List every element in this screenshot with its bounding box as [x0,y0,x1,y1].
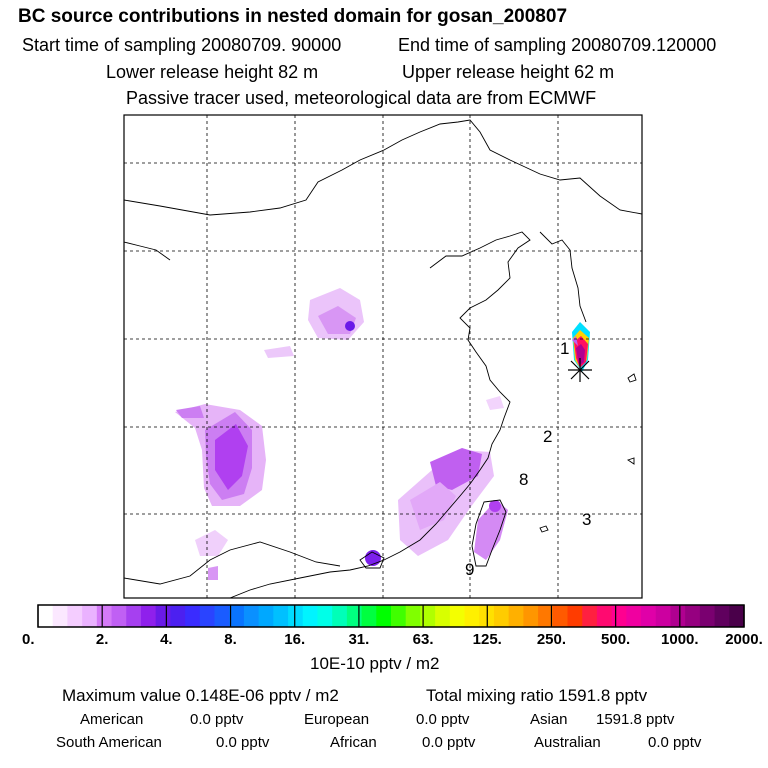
european-label: European [304,711,370,728]
colorbar-cell [52,605,69,627]
colorbar-cell [185,605,201,627]
colorbar-cell [126,605,142,627]
colorbar-cell [449,605,466,627]
colorbar-ticks [37,605,745,627]
colorbar-cell [346,605,363,627]
colorbar-tick-label: 2. [95,631,109,648]
colorbar-cell [523,605,539,627]
colorbar-cell [243,605,260,627]
colorbar-tick-label: 1000. [661,631,699,648]
plot-title: BC source contributions in nested domain… [18,6,568,27]
marker-1: 1 [560,339,569,358]
colorbar-cell [464,605,480,627]
marker-2: 2 [543,427,552,446]
colorbar-cell [670,605,686,627]
colorbar-cell [655,605,672,627]
max-value-label: Maximum value 0.148E-06 pptv / m2 [62,686,339,705]
marker-9: 9 [465,560,474,579]
colorbar-cell [538,605,554,627]
australian-value: 0.0 pptv [648,734,702,751]
colorbar-cell [435,605,451,627]
asian-value: 1591.8 pptv [596,711,675,728]
colorbar-cell [38,605,54,627]
tracer-note: Passive tracer used, meteorological data… [126,88,597,108]
colorbar-tick-label: 63. [412,631,434,648]
colorbar-cell [552,605,569,627]
start-time-label: Start time of sampling 20080709. 90000 [22,35,342,55]
colorbar-cell [714,605,730,627]
colorbar-tick-label: 125. [472,631,502,648]
european-value: 0.0 pptv [416,711,470,728]
colorbar-cell [611,605,627,627]
colorbar-cell [111,605,127,627]
marker-8: 8 [519,470,528,489]
colorbar-cell [508,605,524,627]
colorbar-cell [273,605,289,627]
african-label: African [330,734,377,751]
australian-label: Australian [534,734,601,751]
colorbar-cell [140,605,157,627]
colorbar-tick-label: 31. [348,631,370,648]
colorbar-cell [685,605,701,627]
colorbar-tick-label: 8. [224,631,237,648]
colorbar-tick-label: 16. [284,631,306,648]
american-value: 0.0 pptv [190,711,244,728]
colorbar-cell [641,605,657,627]
colorbar-cell [361,605,377,627]
colorbar-tick-label: 500. [601,631,631,648]
south-american-value: 0.0 pptv [216,734,270,751]
colorbar-cell [582,605,598,627]
colorbar-cell [317,605,333,627]
colorbar-cell [302,605,319,627]
colorbar-cell [391,605,407,627]
colorbar-cell [229,605,245,627]
asian-label: Asian [530,711,568,728]
colorbar-cell [288,605,304,627]
coastlines [124,119,642,598]
colorbar-units: 10E-10 pptv / m2 [310,654,440,673]
colorbar-cell [199,605,216,627]
african-value: 0.0 pptv [422,734,476,751]
colorbar [37,604,745,628]
colorbar-cell [82,605,98,627]
upper-release-label: Upper release height 62 m [402,62,615,82]
american-label: American [80,711,144,728]
colorbar-cell [332,605,348,627]
lower-release-label: Lower release height 82 m [106,62,319,82]
colorbar-cell [699,605,716,627]
colorbar-cell [405,605,422,627]
colorbar-tick-label: 4. [160,631,173,648]
map-panel: 1 2 8 3 9 [123,114,643,599]
colorbar-cell [67,605,83,627]
colorbar-cell [596,605,613,627]
lat-lon-grid [124,115,642,598]
colorbar-cell [493,605,510,627]
colorbar-cells [38,605,745,627]
colorbar-cell [170,605,186,627]
colorbar-cell [155,605,171,627]
south-american-label: South American [56,734,162,751]
colorbar-tick-label: 0. [22,631,35,648]
colorbar-cell [258,605,274,627]
colorbar-cell [214,605,230,627]
colorbar-cell [96,605,113,627]
colorbar-tick-label: 250. [536,631,567,648]
colorbar-cell [420,605,436,627]
colorbar-cell [376,605,392,627]
receptor-star-icon [568,358,592,382]
end-time-label: End time of sampling 20080709.120000 [398,35,717,55]
colorbar-cell [626,605,642,627]
colorbar-cell [729,605,745,627]
colorbar-cell [567,605,583,627]
concentration-field [175,288,590,580]
marker-3: 3 [582,510,591,529]
colorbar-tick-label: 2000. [725,631,763,648]
total-mixing-label: Total mixing ratio 1591.8 pptv [426,686,648,705]
